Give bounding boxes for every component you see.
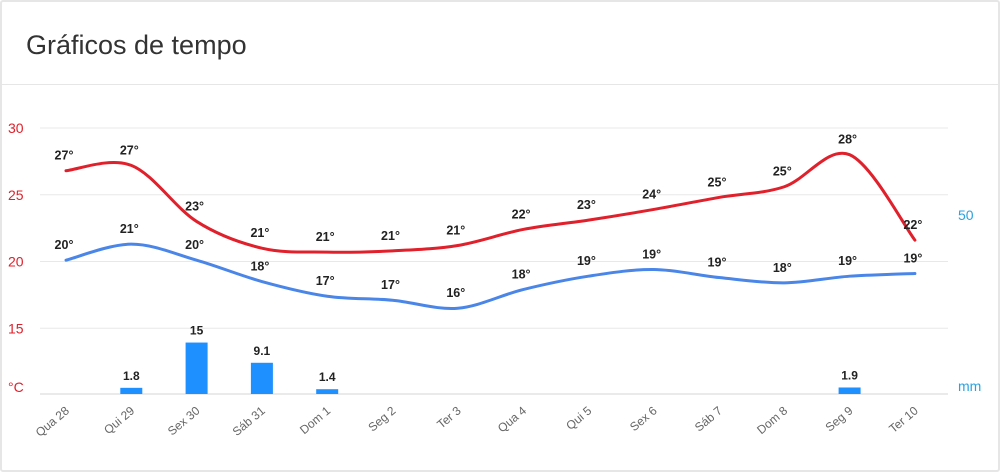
temp-label-min: 17° — [316, 274, 335, 288]
precip-bar — [838, 387, 861, 394]
temp-label-min: 19° — [577, 254, 596, 268]
temp-label-min: 20° — [55, 238, 74, 252]
x-tick-label: Qui 29 — [101, 403, 137, 437]
precip-value-label: 1.8 — [123, 369, 140, 383]
temp-label-min: 20° — [185, 238, 204, 252]
precip-bar — [120, 387, 143, 394]
x-tick-label: Qui 5 — [563, 403, 594, 432]
temp-label-max: 21° — [446, 223, 465, 237]
temp-line-max — [64, 151, 917, 254]
temp-label-min: 21° — [120, 222, 139, 236]
temp-label-max: 22° — [512, 207, 531, 221]
temp-label-min: 18° — [773, 261, 792, 275]
y-left-tick-label: 15 — [8, 320, 24, 336]
temp-label-max: 21° — [250, 226, 269, 240]
temp-label-max: 25° — [708, 175, 727, 189]
x-tick-label: Qua 4 — [495, 403, 529, 435]
temp-label-min: 19° — [838, 254, 857, 268]
temp-label-min: 17° — [381, 278, 400, 292]
x-tick-label: Sáb 7 — [692, 403, 725, 434]
y-right-tick-label: 50 — [958, 207, 974, 223]
temp-label-min: 19° — [708, 256, 727, 270]
temp-label-max: 27° — [55, 149, 74, 163]
temp-label-min: 19° — [903, 252, 922, 266]
temp-label-max: 24° — [642, 187, 661, 201]
precip-bar — [250, 362, 273, 394]
precip-bar — [316, 389, 339, 394]
x-tick-label: Seg 9 — [823, 403, 856, 434]
temp-label-max: 28° — [838, 133, 857, 147]
precip-value-label: 1.4 — [319, 370, 336, 384]
page-title: Gráficos de tempo — [26, 30, 247, 60]
temp-line-min — [64, 242, 917, 310]
y-left-tick-label: 25 — [8, 187, 24, 203]
x-tick-label: Sex 6 — [627, 403, 660, 434]
temp-label-max: 25° — [773, 165, 792, 179]
precip-bar — [185, 342, 208, 394]
temp-label-min: 16° — [446, 286, 465, 300]
temp-label-min: 18° — [512, 268, 531, 282]
x-tick-label: Qua 28 — [33, 403, 72, 439]
temp-label-max: 23° — [185, 199, 204, 213]
x-tick-label: Seg 2 — [365, 403, 398, 434]
x-tick-label: Sáb 31 — [230, 403, 268, 438]
precip-value-label: 1.9 — [841, 368, 858, 382]
temp-label-max: 27° — [120, 143, 139, 157]
x-tick-label: Dom 8 — [754, 403, 790, 437]
y-left-tick-label: 20 — [8, 254, 24, 270]
temp-label-max: 21° — [381, 229, 400, 243]
x-tick-label: Sex 30 — [165, 403, 203, 438]
y-right-axis-label: mm — [958, 378, 981, 394]
precip-value-label: 15 — [190, 324, 204, 338]
temp-label-max: 22° — [903, 218, 922, 232]
x-tick-label: Dom 1 — [297, 403, 333, 437]
temp-label-max: 23° — [577, 198, 596, 212]
temp-label-min: 18° — [250, 260, 269, 274]
header-divider — [2, 84, 998, 85]
x-tick-label: Ter 3 — [434, 403, 464, 431]
x-tick-label: Ter 10 — [886, 403, 921, 435]
temp-label-min: 19° — [642, 248, 661, 262]
precip-value-label: 9.1 — [254, 344, 271, 358]
temp-label-max: 21° — [316, 230, 335, 244]
y-left-tick-label: 30 — [8, 120, 24, 136]
y-left-axis-label: °C — [8, 379, 24, 395]
